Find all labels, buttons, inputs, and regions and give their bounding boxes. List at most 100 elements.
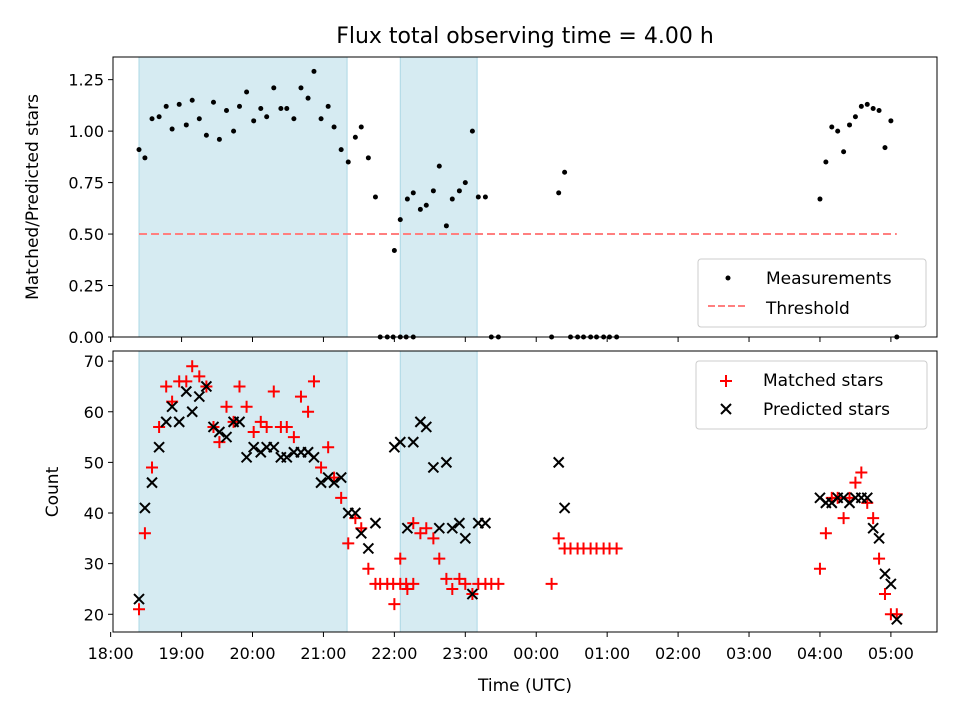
measurement-point (888, 118, 894, 124)
x-tick-label: 04:00 (797, 644, 843, 663)
top-legend-box (697, 258, 927, 328)
matched-star-point (254, 415, 267, 428)
predicted-star-point (427, 461, 440, 474)
bottom-legend-box (695, 360, 928, 430)
matched-star-point (307, 375, 320, 388)
matched-star-point (146, 461, 159, 474)
predicted-star-point (440, 456, 453, 469)
matched-star-point (315, 461, 328, 474)
predicted-star-point (394, 436, 406, 448)
predicted-star-point (268, 441, 280, 453)
x-tick-label: 21:00 (300, 644, 346, 663)
predicted-star-point (233, 416, 246, 428)
predicted-star-point (133, 593, 145, 605)
matched-star-point (849, 476, 862, 489)
measurement-point (231, 128, 237, 134)
top-y-tick-label: 1.00 (68, 122, 104, 141)
matched-star-point (287, 431, 300, 444)
predicted-star-point (166, 400, 178, 413)
measurement-point (829, 124, 835, 130)
measurement-point (823, 159, 829, 165)
observing-window-2 (399, 56, 478, 338)
measurement-point (372, 194, 378, 200)
predicted-star-point (420, 421, 432, 433)
x-tick-label: 01:00 (584, 644, 630, 663)
measurement-point (305, 95, 311, 101)
matched-star-point (302, 405, 315, 418)
top-legend: Measurements Threshold (697, 258, 927, 328)
measurement-point (189, 97, 195, 103)
measurement-point (210, 99, 216, 105)
bottom-y-tick-label: 30 (84, 555, 104, 574)
x-axis-label: Time (UTC) (477, 676, 572, 696)
measurement-point (852, 114, 858, 120)
matched-star-point (342, 537, 355, 550)
matched-star-point (610, 542, 623, 555)
x-tick-label: 23:00 (442, 644, 488, 663)
bottom-y-tick-label: 60 (84, 403, 104, 422)
predicted-star-point (891, 613, 903, 626)
bottom-panel: 20 30 40 50 60 70 18:00 19:00 20:00 21:00 22:00 23… (43, 350, 938, 696)
matched-star-point (133, 603, 146, 616)
matched-star-point (138, 527, 151, 540)
predicted-star-point (867, 522, 879, 534)
measurement-point (251, 118, 257, 124)
measurement-point (203, 132, 209, 138)
matched-star-point (362, 562, 375, 575)
measurement-point (469, 128, 475, 134)
measurement-point (449, 196, 455, 202)
legend-matched-label: Matched stars (763, 371, 883, 391)
measurement-point (176, 101, 182, 107)
matched-star-point (407, 517, 420, 530)
matched-star-point (819, 527, 832, 540)
predicted-star-point (466, 588, 479, 600)
measurement-point (835, 128, 841, 134)
predicted-star-point (173, 416, 185, 428)
measurement-point (417, 206, 423, 212)
predicted-star-point (335, 471, 347, 484)
predicted-star-point (281, 451, 293, 464)
predicted-star-point (362, 542, 375, 555)
measurement-point (562, 169, 568, 175)
top-panel: 0.00 0.25 0.50 0.75 1.00 1.25 Matched/Predict… (23, 56, 938, 347)
measurement-point (358, 124, 364, 130)
measurement-point (462, 180, 468, 186)
matched-star-point (407, 577, 420, 590)
measurement-point (136, 147, 142, 153)
predicted-star-point (459, 532, 472, 545)
top-y-tick-label: 0.75 (68, 174, 104, 193)
measurement-point (841, 149, 847, 155)
legend-predicted-marker (720, 403, 732, 415)
measurement-point (475, 194, 481, 200)
matched-star-point (492, 577, 505, 590)
predicted-star-point (861, 492, 873, 504)
predicted-star-point (446, 522, 459, 534)
top-y-tick-label: 0.50 (68, 225, 104, 244)
matched-star-point (240, 400, 253, 413)
matched-star-point (186, 360, 199, 373)
matched-star-point (213, 436, 226, 449)
predicted-star-point (369, 517, 382, 529)
predicted-star-point (160, 416, 172, 428)
matched-star-point (440, 572, 453, 585)
measurement-point (423, 202, 429, 208)
matched-star-point (446, 582, 459, 595)
predicted-star-point (315, 476, 327, 489)
matched-star-point (878, 588, 891, 601)
measurement-point (278, 105, 284, 111)
matched-star-point (280, 420, 293, 433)
measurement-point (284, 105, 290, 111)
predicted-star-point (407, 436, 419, 448)
measurement-point (365, 155, 371, 161)
matched-star-point (459, 577, 472, 590)
matched-star-point (233, 380, 246, 393)
bottom-plot-frame (112, 350, 938, 633)
measurement-point (410, 190, 416, 196)
matched-star-point (545, 577, 558, 590)
matched-star-point (322, 441, 335, 454)
measurement-point (436, 163, 442, 169)
measurement-point (858, 103, 864, 109)
predicted-star-point (220, 431, 233, 443)
predicted-star-point (308, 451, 320, 464)
matched-star-point (260, 420, 273, 433)
